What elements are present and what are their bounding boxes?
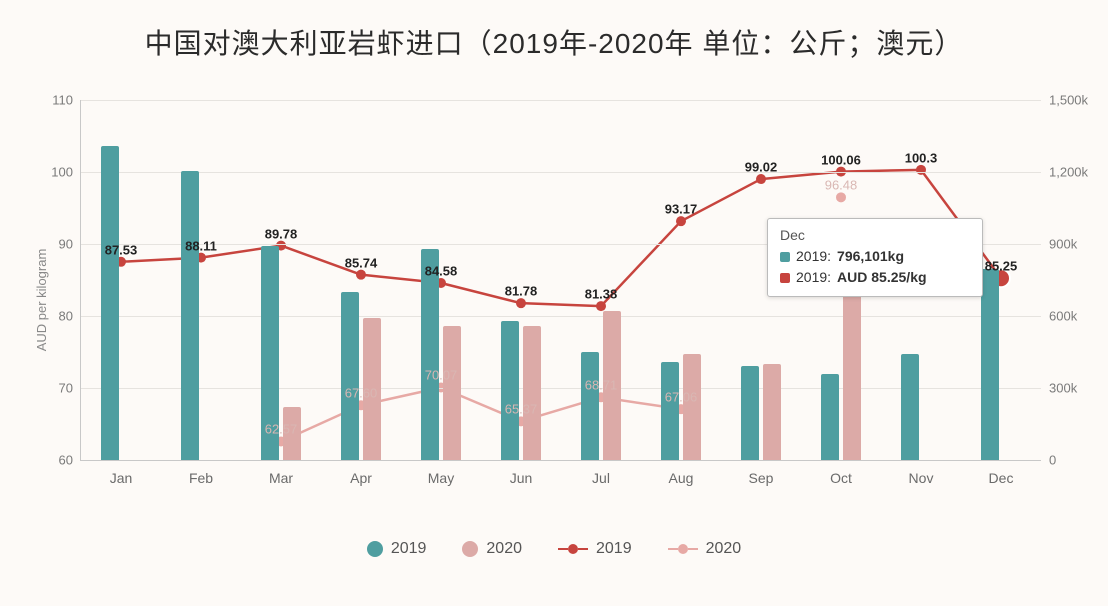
bar-2020[interactable] xyxy=(523,326,541,460)
bar-2020[interactable] xyxy=(763,364,781,460)
legend-item[interactable]: 2020 xyxy=(668,540,742,558)
chart-title: 中国对澳大利亚岩虾进口（2019年-2020年 单位：公斤；澳元） xyxy=(0,0,1108,62)
bar-2019[interactable] xyxy=(821,374,839,460)
point-label: 85.25 xyxy=(985,259,1018,274)
point-2019[interactable] xyxy=(756,174,766,184)
y-tick-right: 1,200k xyxy=(1049,165,1105,180)
x-tick: Jan xyxy=(110,470,133,486)
point-label: 81.78 xyxy=(505,284,538,299)
legend-label: 2019 xyxy=(596,540,632,558)
tooltip: Dec 2019: 796,101kg2019: AUD 85.25/kg xyxy=(767,218,983,297)
point-label: 81.38 xyxy=(585,287,618,302)
point-label: 85.74 xyxy=(345,255,378,270)
legend-swatch xyxy=(367,541,383,557)
y-tick-left: 90 xyxy=(33,237,73,252)
bar-2019[interactable] xyxy=(101,146,119,460)
point-label: 99.02 xyxy=(745,160,778,175)
point-label: 68.71 xyxy=(585,378,618,393)
bar-2020[interactable] xyxy=(683,354,701,460)
x-tick: Sep xyxy=(749,470,774,486)
bar-2019[interactable] xyxy=(741,366,759,460)
bar-2019[interactable] xyxy=(901,354,919,460)
bar-2019[interactable] xyxy=(981,269,999,460)
y-tick-left: 60 xyxy=(33,453,73,468)
grid-line xyxy=(81,388,1041,389)
y-tick-left: 70 xyxy=(33,381,73,396)
legend-label: 2020 xyxy=(706,540,742,558)
y-tick-left: 80 xyxy=(33,309,73,324)
x-tick: Aug xyxy=(669,470,694,486)
point-label: 100.06 xyxy=(821,152,861,167)
x-tick: May xyxy=(428,470,454,486)
point-label: 67.06 xyxy=(665,390,698,405)
x-tick: Oct xyxy=(830,470,852,486)
x-tick: Apr xyxy=(350,470,372,486)
point-label: 93.17 xyxy=(665,202,698,217)
point-label: 87.53 xyxy=(105,242,138,257)
grid-line xyxy=(81,316,1041,317)
y-tick-left: 100 xyxy=(33,165,73,180)
bar-2019[interactable] xyxy=(581,352,599,460)
point-2019[interactable] xyxy=(516,298,526,308)
point-2019[interactable] xyxy=(676,216,686,226)
y-tick-right: 0 xyxy=(1049,453,1105,468)
y-tick-right: 300k xyxy=(1049,381,1105,396)
legend-label: 2020 xyxy=(486,540,522,558)
x-tick: Feb xyxy=(189,470,213,486)
bar-2019[interactable] xyxy=(421,249,439,460)
x-tick: Dec xyxy=(989,470,1014,486)
legend-item[interactable]: 2020 xyxy=(462,540,522,558)
x-tick: Jun xyxy=(510,470,533,486)
bar-2019[interactable] xyxy=(341,292,359,460)
legend-swatch xyxy=(668,544,698,554)
legend-item[interactable]: 2019 xyxy=(558,540,632,558)
grid-line xyxy=(81,100,1041,101)
y-tick-left: 110 xyxy=(33,93,73,108)
bar-2019[interactable] xyxy=(181,171,199,460)
legend-swatch xyxy=(558,544,588,554)
point-label: 89.78 xyxy=(265,226,298,241)
point-label: 70.07 xyxy=(425,368,458,383)
plot-region: 607080901001100300k600k900k1,200k1,500kJ… xyxy=(80,100,1041,461)
legend-item[interactable]: 2019 xyxy=(367,540,427,558)
y-tick-right: 900k xyxy=(1049,237,1105,252)
point-label: 96.48 xyxy=(825,178,858,193)
x-tick: Nov xyxy=(909,470,934,486)
bar-2019[interactable] xyxy=(501,321,519,460)
chart-area: AUD per kilogram 607080901001100300k600k… xyxy=(0,90,1108,510)
bar-2020[interactable] xyxy=(443,326,461,460)
legend-label: 2019 xyxy=(391,540,427,558)
point-2019[interactable] xyxy=(916,165,926,175)
bar-2019[interactable] xyxy=(661,362,679,460)
point-label: 67.60 xyxy=(345,386,378,401)
x-tick: Mar xyxy=(269,470,293,486)
point-2020[interactable] xyxy=(836,192,846,202)
y-axis-left-label: AUD per kilogram xyxy=(34,249,49,352)
tooltip-row: 2019: AUD 85.25/kg xyxy=(780,267,970,288)
point-label: 65.37 xyxy=(505,402,538,417)
tooltip-title: Dec xyxy=(780,227,970,243)
legend-swatch xyxy=(462,541,478,557)
point-label: 100.3 xyxy=(905,150,938,165)
point-label: 62.57 xyxy=(265,422,298,437)
x-tick: Jul xyxy=(592,470,610,486)
point-2019[interactable] xyxy=(356,270,366,280)
y-tick-right: 600k xyxy=(1049,309,1105,324)
tooltip-row: 2019: 796,101kg xyxy=(780,246,970,267)
point-2019[interactable] xyxy=(596,301,606,311)
point-label: 84.58 xyxy=(425,264,458,279)
legend: 2019 2020 2019 2020 xyxy=(0,540,1108,558)
grid-line xyxy=(81,172,1041,173)
y-tick-right: 1,500k xyxy=(1049,93,1105,108)
point-label: 88.11 xyxy=(185,238,217,253)
